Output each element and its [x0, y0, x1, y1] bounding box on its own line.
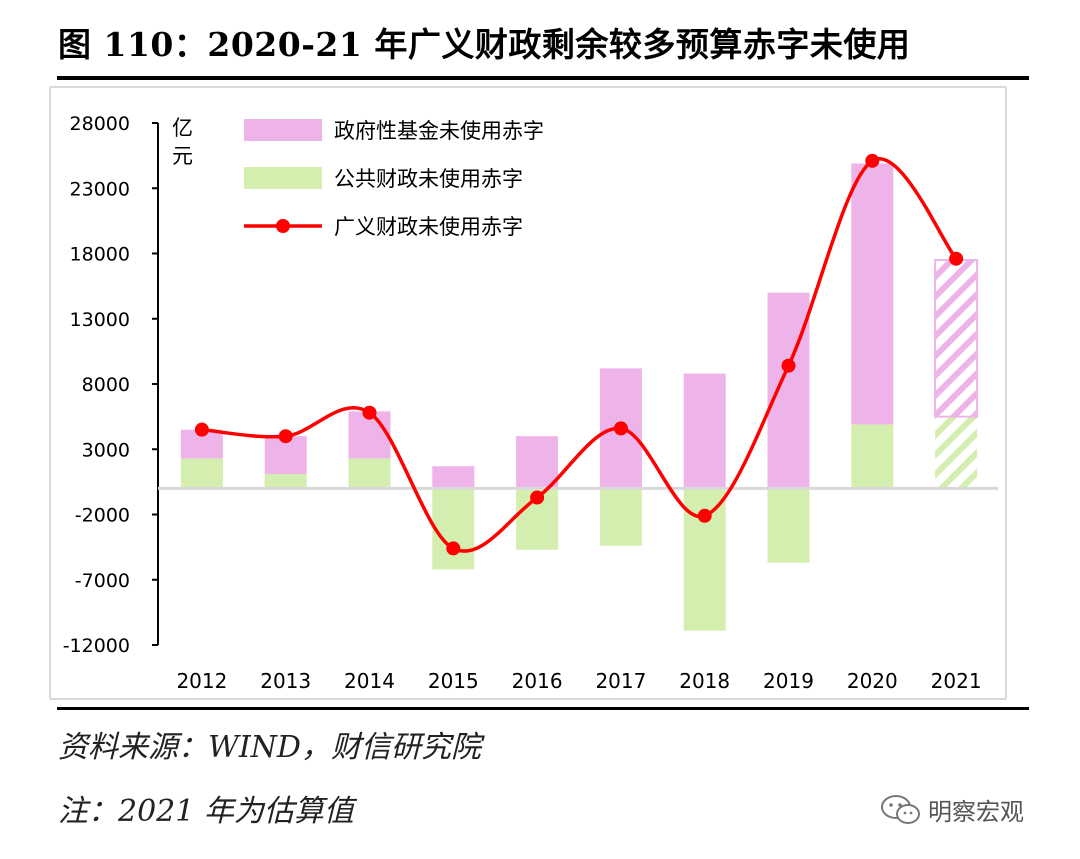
- watermark: 明察宏观: [880, 792, 1024, 827]
- y-tick-label: 13000: [70, 309, 130, 331]
- legend-swatch-generalized-point: [276, 219, 290, 233]
- title-rule: [57, 76, 1029, 80]
- estimate-note: 注：2021 年为估算值: [58, 794, 354, 829]
- line-point: [278, 429, 293, 444]
- watermark-text: 明察宏观: [928, 798, 1024, 826]
- bar-government-fund: [432, 466, 475, 489]
- bar-public-finance: [851, 424, 894, 489]
- legend-swatch-government-fund: [244, 119, 322, 141]
- bar-public-finance: [348, 458, 391, 489]
- x-tick-label: 2013: [260, 669, 311, 693]
- line-point: [697, 508, 712, 523]
- y-tick-label: 23000: [70, 178, 130, 200]
- line-point: [949, 251, 964, 266]
- bar-government-fund: [516, 436, 559, 489]
- y-unit-label: 亿: [172, 116, 193, 140]
- y-tick-label: -12000: [63, 635, 130, 657]
- bar-public-finance: [264, 474, 307, 489]
- x-tick-label: 2020: [847, 669, 898, 693]
- bar-government-fund: [683, 373, 726, 489]
- x-tick-label: 2015: [428, 669, 479, 693]
- source-note: 资料来源：WIND，财信研究院: [58, 730, 481, 765]
- legend-swatch-public-finance: [244, 167, 322, 189]
- legend-label: 广义财政未使用赤字: [334, 215, 523, 239]
- wechat-icon: [881, 794, 920, 824]
- line-point: [781, 358, 796, 373]
- y-unit-label: 元: [172, 144, 193, 168]
- bar-public-finance: [599, 488, 642, 546]
- x-tick-label: 2016: [512, 669, 563, 693]
- figure-title: 图 110：2020-21 年广义财政剩余较多预算赤字未使用: [58, 25, 911, 64]
- line-generalized-finance: [201, 157, 958, 553]
- x-tick-label: 2019: [763, 669, 814, 693]
- x-tick-label: 2018: [679, 669, 730, 693]
- y-tick-label: 8000: [82, 374, 130, 396]
- legend-label: 公共财政未使用赤字: [334, 167, 523, 191]
- bar-public-finance: [767, 488, 810, 563]
- line-point: [530, 490, 545, 505]
- y-tick-label: 18000: [70, 244, 130, 266]
- line-point: [865, 153, 880, 168]
- line-point: [613, 421, 628, 436]
- bar-government-fund: [934, 259, 979, 418]
- footer-rule: [57, 707, 1029, 710]
- bar-public-finance: [432, 488, 475, 570]
- y-tick-label: 28000: [70, 113, 130, 135]
- bar-government-fund: [851, 163, 894, 425]
- y-tick-label: -7000: [75, 570, 130, 592]
- line-point: [362, 405, 377, 420]
- x-tick-label: 2012: [176, 669, 227, 693]
- x-tick-label: 2021: [931, 669, 982, 693]
- chart-frame: [49, 86, 1007, 700]
- y-tick-label: 3000: [82, 439, 130, 461]
- x-tick-label: 2017: [595, 669, 646, 693]
- line-point: [194, 422, 209, 437]
- bar-government-fund: [767, 292, 810, 489]
- bar-public-finance: [180, 458, 223, 489]
- y-tick-label: -2000: [75, 505, 130, 527]
- bar-public-finance: [935, 416, 978, 489]
- line-point: [446, 541, 461, 556]
- legend-label: 政府性基金未使用赤字: [334, 119, 544, 143]
- x-tick-label: 2014: [344, 669, 395, 693]
